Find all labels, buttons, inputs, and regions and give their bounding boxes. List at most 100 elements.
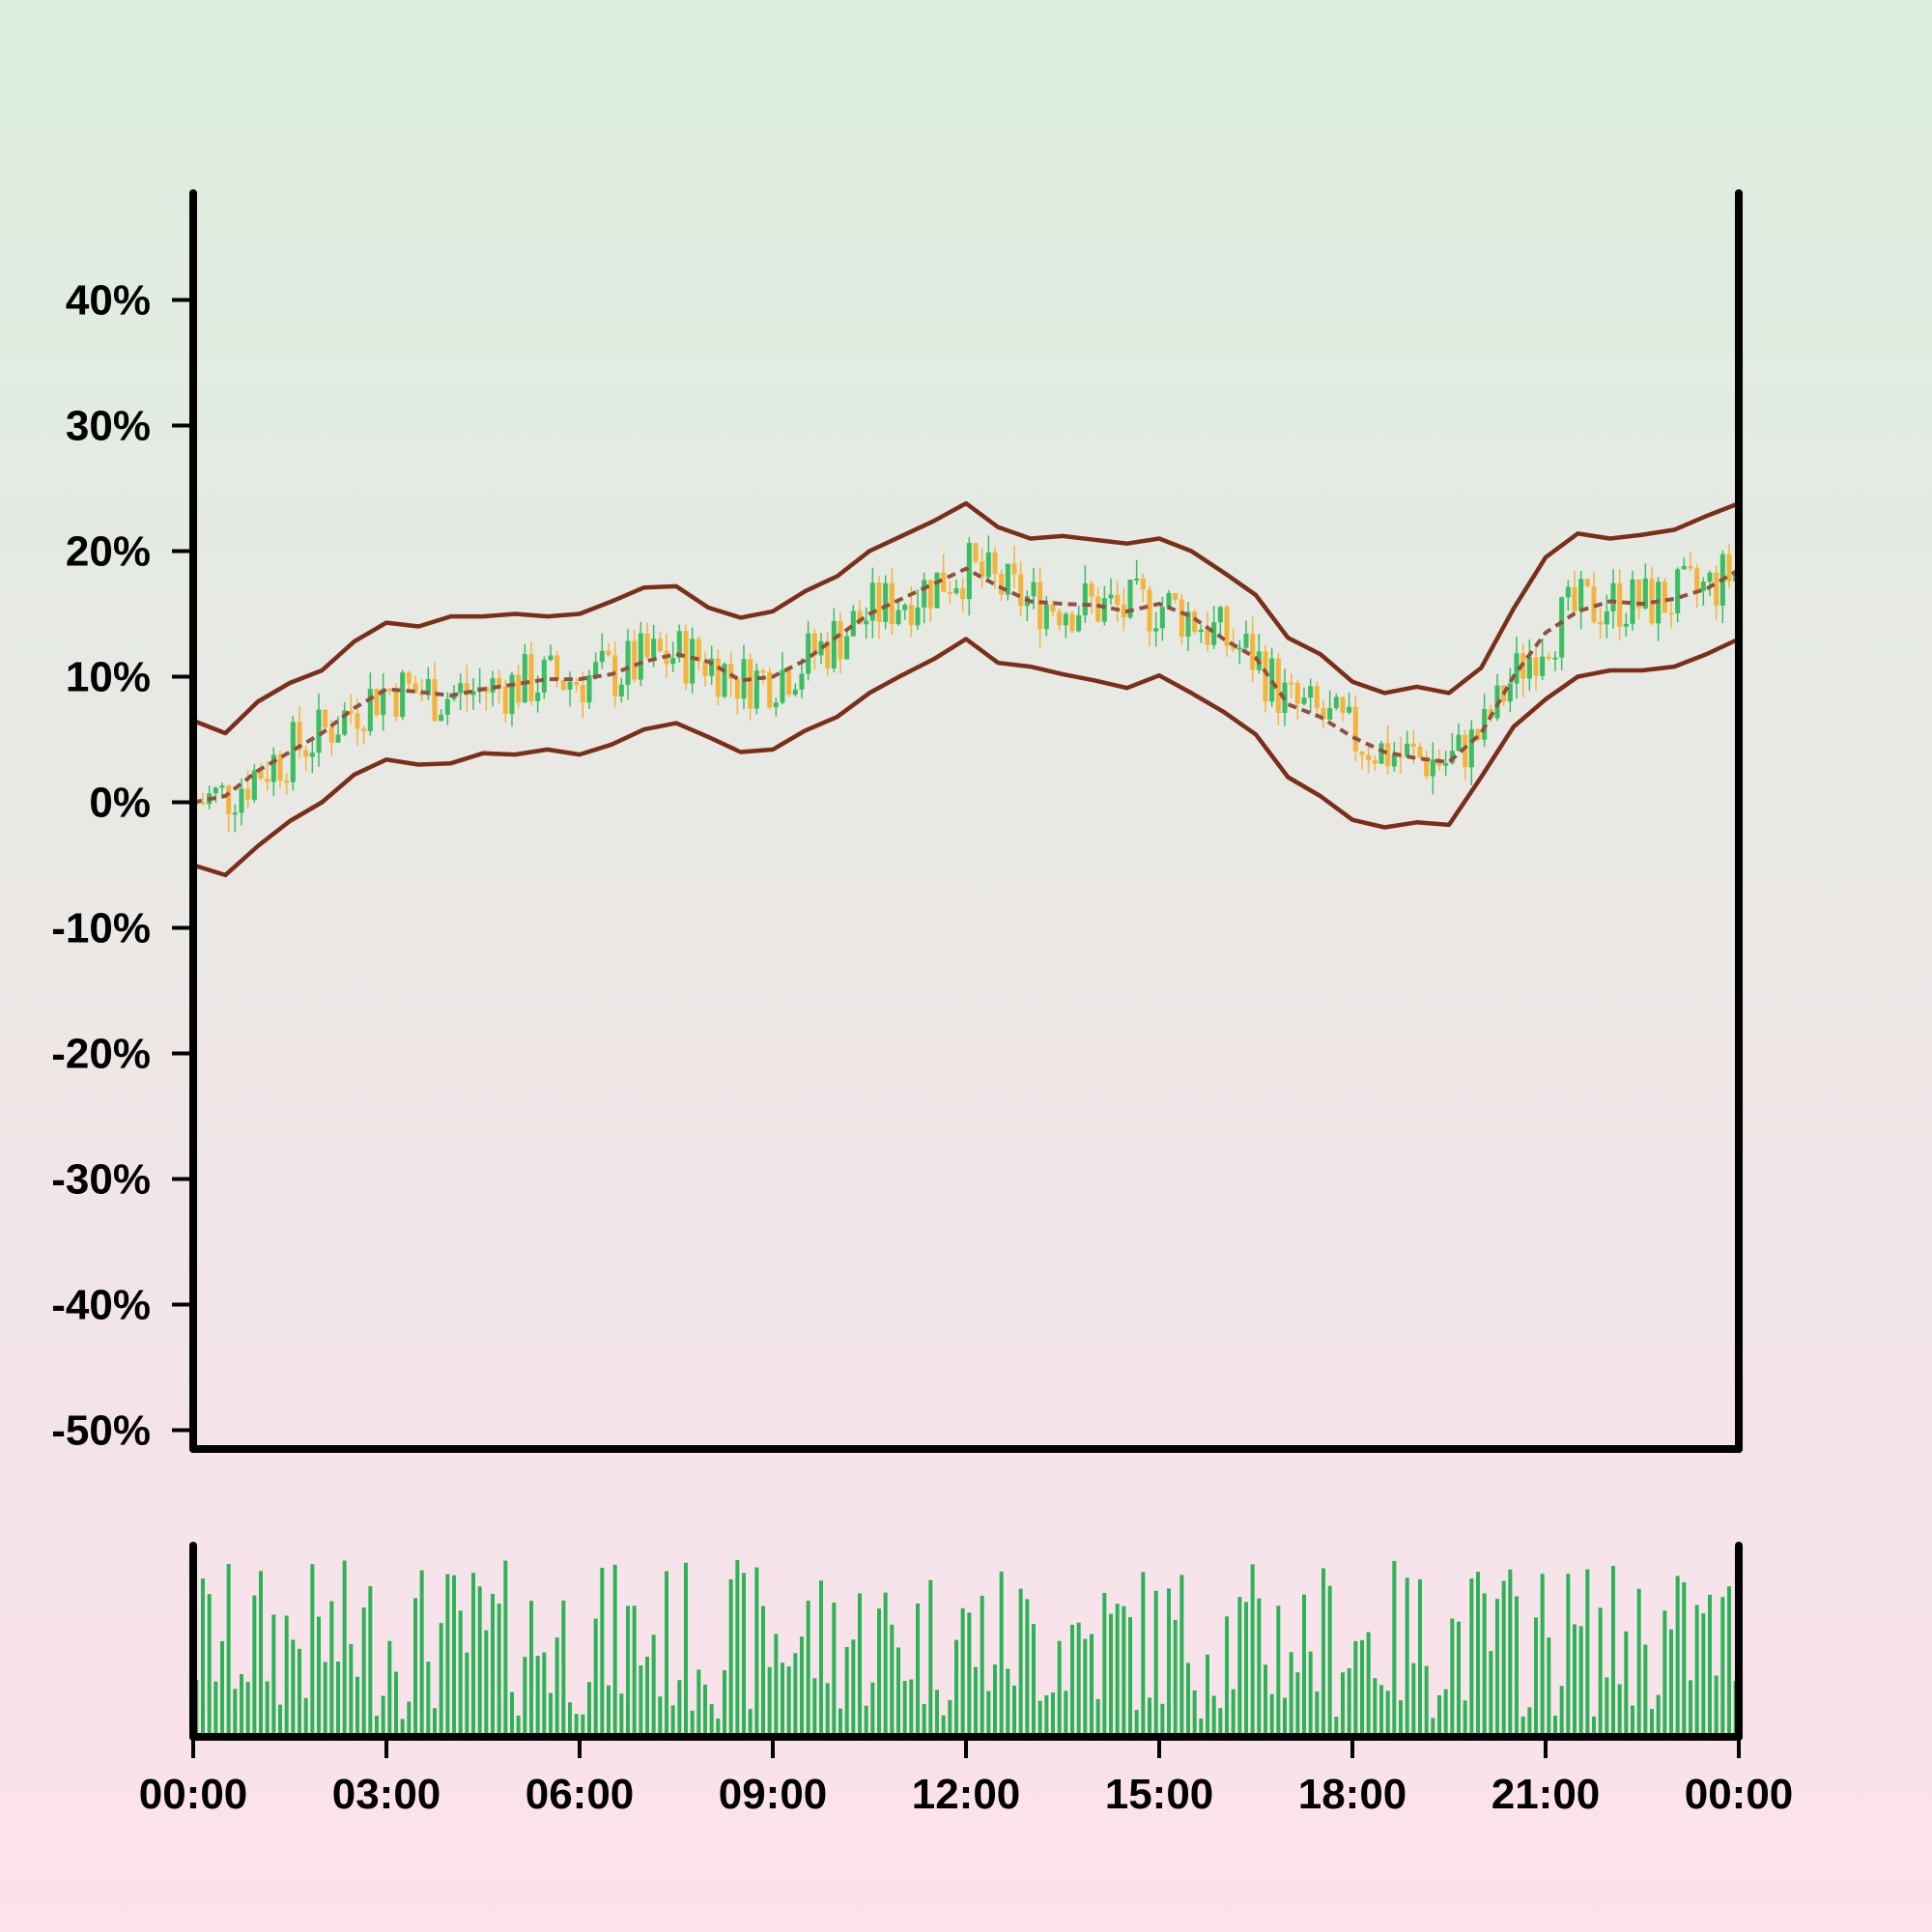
candle-body bbox=[1662, 582, 1667, 613]
candle-body bbox=[226, 785, 232, 814]
candle-body bbox=[200, 802, 206, 805]
volume-bar bbox=[233, 1689, 238, 1737]
volume-bar bbox=[786, 1666, 791, 1737]
volume-bar bbox=[748, 1709, 753, 1737]
candle-body bbox=[541, 660, 547, 693]
candle-body bbox=[502, 686, 508, 714]
candle-body bbox=[1192, 611, 1198, 633]
candle-body bbox=[1475, 729, 1481, 740]
x-tick-label: 00:00 bbox=[1685, 1771, 1794, 1818]
candle-body bbox=[696, 639, 701, 662]
candle-body bbox=[1294, 683, 1300, 704]
candle-body bbox=[1463, 734, 1468, 768]
candle-body bbox=[251, 770, 257, 800]
volume-bar bbox=[1173, 1619, 1178, 1737]
volume-bar bbox=[1547, 1637, 1551, 1737]
candle-body bbox=[632, 640, 638, 680]
volume-bar bbox=[1437, 1694, 1441, 1737]
volume-bar bbox=[1102, 1592, 1107, 1737]
candle-body bbox=[1604, 611, 1609, 625]
candle-body bbox=[1321, 707, 1326, 720]
volume-bar bbox=[935, 1690, 939, 1737]
candle-body bbox=[915, 607, 921, 626]
candle-body bbox=[1289, 682, 1294, 685]
candle-body bbox=[625, 640, 631, 685]
volume-bar bbox=[1405, 1577, 1409, 1737]
volume-bar bbox=[342, 1560, 347, 1737]
volume-bar bbox=[1057, 1640, 1062, 1737]
volume-bar bbox=[607, 1685, 611, 1737]
candle-body bbox=[1610, 582, 1616, 611]
volume-bar bbox=[1289, 1652, 1293, 1737]
candle-body bbox=[1134, 578, 1140, 581]
candle-body bbox=[838, 621, 843, 660]
candle-body bbox=[831, 621, 837, 668]
y-tick-label: 10% bbox=[66, 654, 151, 701]
candle-body bbox=[509, 674, 515, 714]
candle-body bbox=[715, 658, 721, 697]
candle-body bbox=[876, 582, 882, 622]
candle-body bbox=[470, 691, 476, 696]
volume-bar bbox=[1662, 1610, 1667, 1737]
volume-bar bbox=[1553, 1716, 1557, 1737]
candle-body bbox=[657, 639, 663, 651]
volume-bar bbox=[381, 1695, 385, 1737]
candle-body bbox=[1127, 580, 1133, 618]
x-tick-label: 18:00 bbox=[1298, 1771, 1407, 1818]
volume-bar bbox=[394, 1671, 398, 1737]
volume-bar bbox=[400, 1719, 405, 1737]
candlestick-series bbox=[193, 535, 1739, 833]
volume-bar bbox=[774, 1634, 779, 1737]
volume-bar bbox=[465, 1652, 469, 1737]
candle-body bbox=[748, 659, 753, 709]
volume-bar bbox=[754, 1567, 759, 1737]
candle-body bbox=[560, 680, 566, 690]
candle-body bbox=[1031, 582, 1037, 597]
candle-body bbox=[1224, 607, 1230, 646]
candle-body bbox=[864, 620, 869, 625]
candle-body bbox=[342, 710, 348, 735]
volume-bar bbox=[1295, 1672, 1300, 1737]
candle-body bbox=[1108, 594, 1114, 599]
volume-bar bbox=[658, 1696, 663, 1737]
candle-body bbox=[1301, 697, 1307, 704]
candle-body bbox=[1559, 597, 1565, 658]
volume-bar bbox=[716, 1718, 721, 1737]
candle-body bbox=[1250, 633, 1256, 670]
volume-bar bbox=[497, 1604, 501, 1737]
volume-bar bbox=[561, 1600, 566, 1737]
volume-bar bbox=[413, 1598, 417, 1737]
candle-body bbox=[844, 636, 850, 660]
candle-body bbox=[1681, 566, 1687, 570]
volume-bar bbox=[696, 1669, 701, 1737]
candle-body bbox=[825, 640, 831, 668]
candle-body bbox=[323, 709, 328, 728]
volume-bar bbox=[1250, 1564, 1255, 1737]
candle-body bbox=[464, 683, 469, 696]
volume-bar bbox=[626, 1605, 630, 1737]
candle-body bbox=[554, 655, 560, 681]
candle-body bbox=[651, 639, 657, 658]
candle-body bbox=[1340, 696, 1346, 713]
volume-bar bbox=[1006, 1668, 1010, 1737]
candle-body bbox=[335, 734, 341, 743]
candle-body bbox=[1314, 686, 1320, 708]
volume-bar bbox=[298, 1648, 301, 1737]
candle-body bbox=[593, 662, 599, 676]
candle-body bbox=[1366, 754, 1372, 761]
candle-body bbox=[780, 669, 785, 703]
candle-body bbox=[818, 640, 824, 656]
candle-body bbox=[922, 580, 927, 608]
volume-bar bbox=[967, 1612, 972, 1737]
candle-body bbox=[927, 580, 933, 609]
volume-bar bbox=[800, 1636, 804, 1737]
candle-body bbox=[439, 714, 444, 722]
volume-bar bbox=[1482, 1593, 1487, 1737]
volume-bar bbox=[1167, 1588, 1171, 1737]
candle-body bbox=[683, 631, 689, 684]
volume-bar bbox=[1134, 1710, 1139, 1737]
volume-bar bbox=[303, 1697, 308, 1737]
candle-body bbox=[535, 692, 541, 701]
volume-bar bbox=[1392, 1560, 1397, 1737]
candle-body bbox=[328, 727, 334, 743]
